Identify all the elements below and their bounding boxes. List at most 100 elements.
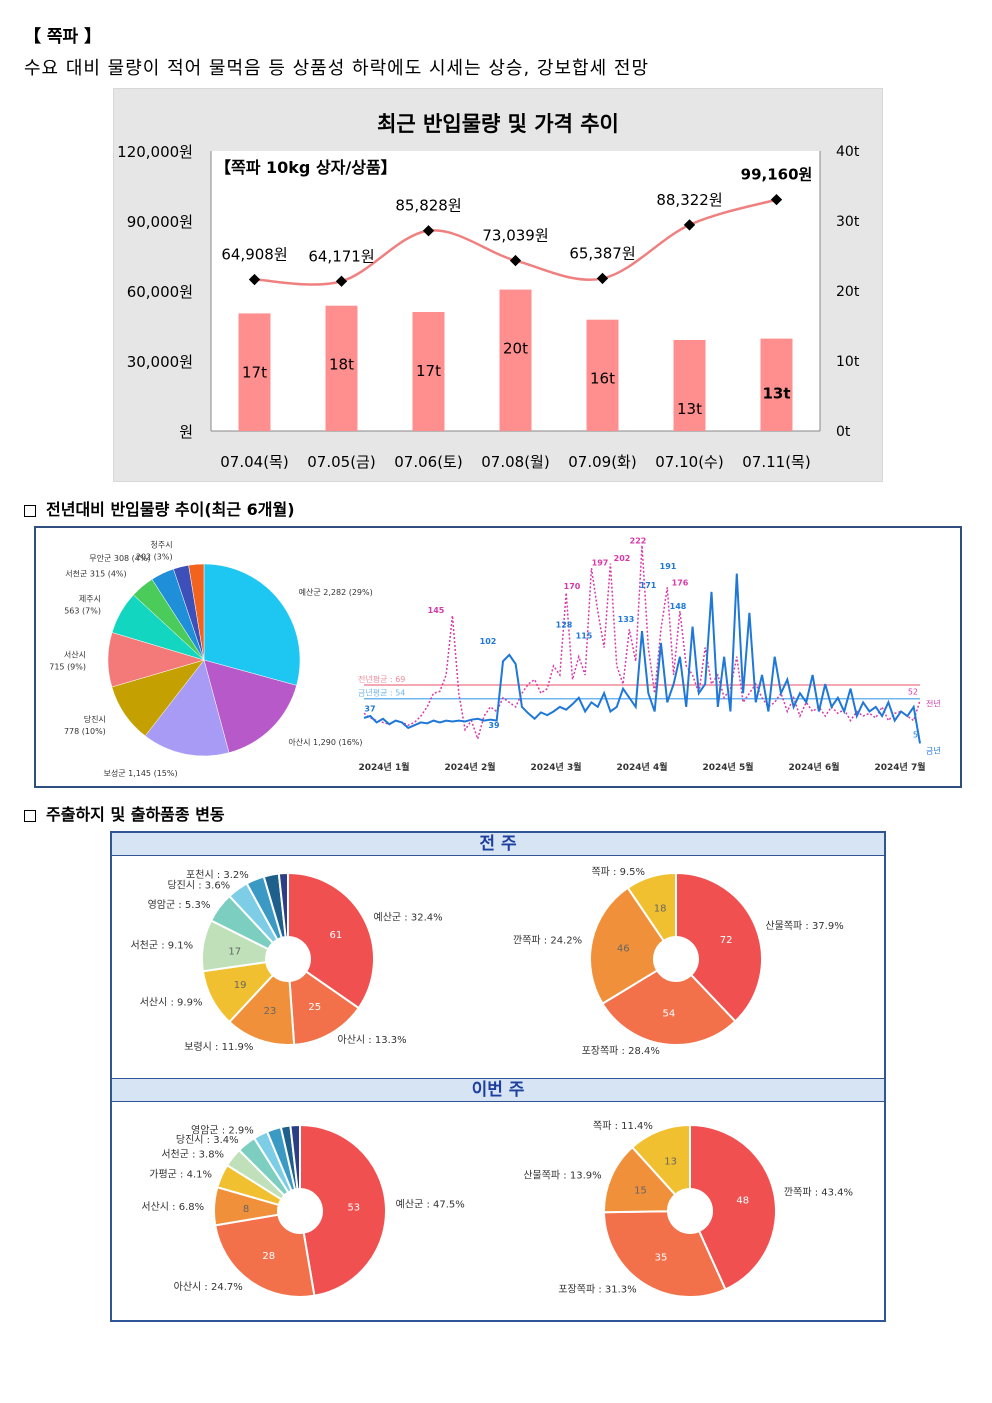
slice-label: 서천군 315 (4%) — [65, 569, 126, 579]
y-right-tick-label: 30t — [836, 214, 860, 230]
slice-label: 아산시 1,290 (16%) — [288, 737, 362, 747]
slice-label: 가평군 : 4.1% — [149, 1168, 212, 1180]
slice-value-label: 48 — [736, 1196, 749, 1207]
slice-label: 당진시 : 3.6% — [167, 879, 230, 891]
x-tick-label: 07.06(토) — [394, 453, 462, 471]
slice-value-label: 25 — [308, 1002, 321, 1013]
slice-label: 당진시 : 3.4% — [176, 1134, 239, 1146]
bar-data-label: 17t — [242, 363, 267, 381]
slice-label: 아산시 : 13.3% — [338, 1034, 407, 1046]
slice-value-label: 19 — [234, 980, 247, 991]
slice-value-label: 8 — [243, 1204, 249, 1215]
slice-label: 서산시 : 6.8% — [141, 1201, 204, 1213]
pie-slice — [603, 1145, 677, 1214]
pie-slice — [227, 973, 296, 1046]
bar-data-label: 13t — [762, 385, 790, 403]
slice-label: 영암군 : 2.9% — [191, 1124, 254, 1136]
slice-value-label: 53 — [347, 1202, 360, 1213]
slice-label: 쪽파 : 11.4% — [593, 1120, 653, 1132]
pie-slice — [689, 1123, 777, 1291]
volume-bar — [412, 312, 445, 431]
slice-value-label: 13 — [664, 1157, 677, 1168]
slice-label: 쪽파 : 9.5% — [591, 866, 645, 878]
x-tick-label: 07.11(목) — [742, 453, 810, 471]
slice-value-label: 23 — [264, 1006, 277, 1017]
section-heading-origin: 주출하지 및 출하품종 변동 — [24, 801, 225, 825]
page-title: 【 쪽파 】 — [24, 27, 102, 47]
price-marker — [596, 272, 609, 285]
pie-slice — [287, 871, 375, 1010]
volume-bar — [499, 289, 532, 431]
section-title-origin: 주출하지 및 출하품종 변동 — [46, 805, 225, 824]
point-value-label: 148 — [670, 602, 687, 611]
slice-label: 청주시 — [151, 540, 173, 549]
price-data-label: 64,171원 — [308, 247, 374, 265]
x-tick-label: 07.04(목) — [220, 453, 288, 471]
slice-label: 산물쪽파 : 37.9% — [765, 920, 843, 932]
slice-value-label: 46 — [617, 943, 630, 954]
x-tick-label: 2024년 6월 — [788, 761, 839, 773]
volume-charts: 예산군 2,282 (29%) 아산시 1,290 (16%) 보성군 1,145 … — [49, 536, 940, 777]
y-left-tick-label: 90,000원 — [127, 213, 193, 231]
price-data-label: 64,908원 — [221, 246, 287, 264]
pie-slice — [203, 563, 301, 686]
band-this-week: 이번 주 — [112, 1078, 884, 1102]
checkbox-icon — [24, 504, 36, 517]
page-subtitle: 수요 대비 물량이 적어 물먹음 등 상품성 하락에도 시세는 상승, 강보합세… — [24, 58, 650, 79]
y-left-tick-label: 30,000원 — [127, 353, 193, 371]
y-left-tick-label: 60,000원 — [127, 283, 193, 301]
slice-value-label: 18 — [654, 903, 667, 914]
slice-label: 당진시 — [84, 714, 106, 724]
series-end-value: 5 — [913, 730, 918, 739]
slice-label: 서천군 : 9.1% — [130, 939, 193, 951]
point-value-label: 145 — [428, 606, 445, 615]
point-value-label: 222 — [630, 536, 647, 545]
point-value-label: 176 — [672, 578, 689, 587]
slice-label: 202 (3%) — [136, 552, 173, 561]
slice-label: 산물쪽파 : 13.9% — [523, 1169, 601, 1181]
volume-bar — [238, 313, 271, 431]
point-value-label: 37 — [364, 704, 375, 713]
slice-label: 포천시 : 3.2% — [186, 869, 249, 881]
slice-label: 778 (10%) — [64, 727, 106, 736]
pie-slice — [203, 659, 297, 753]
checkbox-icon — [24, 809, 36, 822]
y-right-tick-label: 0t — [836, 424, 851, 440]
slice-value-label: 17 — [228, 946, 241, 957]
point-value-label: 39 — [488, 721, 500, 730]
slice-label: 715 (9%) — [49, 663, 86, 672]
section-heading-volume: 전년대비 반입물량 추이(최근 6개월) — [24, 496, 295, 520]
x-tick-label: 2024년 5월 — [702, 761, 753, 773]
price-data-label: 85,828원 — [395, 197, 461, 215]
series-line — [363, 545, 921, 742]
slice-label: 서천군 : 3.8% — [161, 1149, 224, 1161]
x-tick-label: 2024년 3월 — [530, 761, 581, 773]
y-right-tick-label: 20t — [836, 284, 860, 300]
pie-slice — [675, 871, 763, 1023]
pie-slice — [589, 886, 666, 1006]
slice-label: 포장쪽파 : 28.4% — [582, 1045, 660, 1057]
pie-slice — [214, 1213, 316, 1298]
origin-charts: 61 예산군 : 32.4% 25 아산시 : 13.3% 23 보령시 : 11.9% 1… — [130, 866, 853, 1298]
slice-value-label: 54 — [663, 1009, 676, 1020]
series-end-value: 52 — [908, 688, 918, 697]
reference-line-label: 전년평균 : 69 — [358, 674, 405, 684]
price-marker — [509, 254, 522, 267]
slice-label: 예산군 2,282 (29%) — [299, 587, 373, 597]
band-last-week: 전 주 — [112, 832, 884, 856]
bar-data-label: 18t — [329, 356, 354, 374]
series-line — [363, 573, 921, 744]
slice-label: 아산시 : 24.7% — [174, 1281, 243, 1293]
bar-data-label: 20t — [503, 340, 528, 358]
slice-value-label: 61 — [329, 930, 342, 941]
volume-bar — [760, 338, 793, 431]
slice-label: 예산군 : 47.5% — [396, 1198, 465, 1210]
bar-data-label: 13t — [677, 400, 702, 418]
slice-label: 깐쪽파 : 43.4% — [784, 1187, 853, 1199]
slice-label: 서산시 : 9.9% — [140, 997, 203, 1009]
slice-value-label: 35 — [655, 1253, 668, 1264]
price-marker — [422, 225, 435, 237]
point-value-label: 191 — [660, 562, 677, 571]
pie-slice — [144, 659, 230, 757]
slice-label: 포장쪽파 : 31.3% — [558, 1284, 636, 1296]
